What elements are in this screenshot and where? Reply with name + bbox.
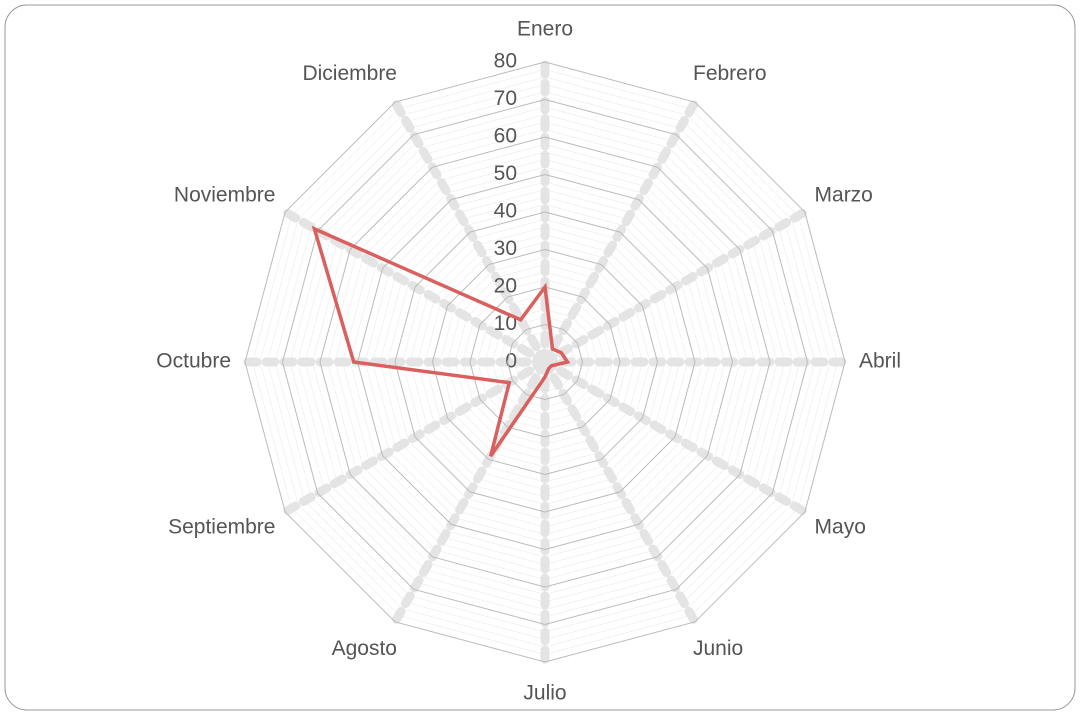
category-label: Marzo <box>815 184 873 207</box>
category-label: Febrero <box>693 62 767 85</box>
category-label: Enero <box>517 18 573 41</box>
y-tick-label: 10 <box>494 312 517 335</box>
y-tick-label: 30 <box>494 237 517 260</box>
category-label: Noviembre <box>174 184 276 207</box>
category-label: Julio <box>523 682 566 705</box>
category-label: Agosto <box>332 637 397 660</box>
category-label: Octubre <box>156 350 231 373</box>
y-tick-label: 20 <box>494 275 517 298</box>
y-tick-label: 70 <box>494 87 517 110</box>
grid-line <box>319 136 771 588</box>
grid-line <box>469 286 621 438</box>
category-label: Junio <box>693 637 743 660</box>
grid-line <box>244 61 846 663</box>
y-tick-label: 80 <box>494 50 517 73</box>
y-tick-label: 60 <box>494 125 517 148</box>
grid-line <box>506 323 584 401</box>
series-line <box>311 225 571 458</box>
grid-line <box>431 248 659 476</box>
grid-line <box>394 211 696 513</box>
category-label: Mayo <box>815 516 866 539</box>
category-label: Diciembre <box>302 62 397 85</box>
y-tick-label: 0 <box>505 350 517 373</box>
category-label: Septiembre <box>168 516 275 539</box>
y-tick-label: 50 <box>494 162 517 185</box>
category-label: Abril <box>859 350 901 373</box>
y-tick-label: 40 <box>494 200 517 223</box>
grid-line <box>356 173 734 551</box>
